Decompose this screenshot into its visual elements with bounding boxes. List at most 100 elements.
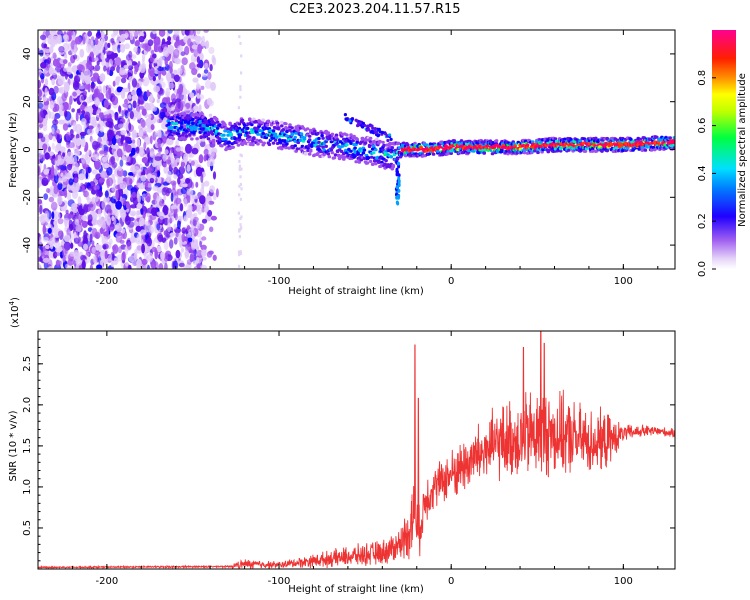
- heatmap-cell: [76, 64, 84, 71]
- heatmap-cell: [212, 56, 217, 66]
- heatmap-cell: [238, 184, 241, 188]
- heatmap-cell: [174, 119, 179, 123]
- heatmap-cell: [629, 137, 633, 141]
- heatmap-cell: [207, 156, 215, 167]
- heatmap-cell: [193, 216, 199, 222]
- heatmap-cell: [191, 241, 196, 248]
- heatmap-cell: [169, 232, 176, 237]
- heatmap-cell: [238, 164, 241, 168]
- heatmap-cell: [194, 239, 199, 249]
- heatmap-cell: [195, 166, 203, 177]
- heatmap-cell: [78, 173, 85, 181]
- heatmap-cell: [83, 204, 89, 214]
- heatmap-cell: [137, 98, 141, 107]
- heatmap-cell: [299, 132, 304, 136]
- y-tick-label: 40: [22, 48, 33, 61]
- heatmap-cell: [40, 108, 46, 119]
- heatmap-cell: [183, 198, 188, 208]
- heatmap-cell: [81, 260, 86, 269]
- heatmap-cell: [365, 161, 370, 165]
- heatmap-cell: [152, 76, 156, 82]
- heatmap-cell: [209, 64, 213, 72]
- heatmap-cell: [59, 104, 64, 110]
- heatmap-cell: [113, 257, 119, 265]
- heatmap-cell: [303, 152, 308, 156]
- heatmap-cell: [66, 172, 71, 178]
- heatmap-cell: [48, 66, 53, 75]
- heatmap-cell: [173, 113, 178, 117]
- heatmap-cell: [38, 199, 43, 205]
- x-tick-label: 100: [614, 576, 633, 587]
- x-tick-label: -200: [96, 276, 119, 287]
- heatmap-cell: [163, 240, 169, 251]
- heatmap-cell: [255, 138, 259, 142]
- heatmap-cell: [86, 43, 91, 54]
- heatmap-cell: [307, 152, 312, 156]
- heatmap-cell: [63, 67, 68, 72]
- heatmap-cell: [164, 262, 168, 269]
- heatmap-cell: [65, 263, 69, 269]
- heatmap-cell: [100, 249, 106, 260]
- heatmap-cell: [78, 205, 83, 214]
- heatmap-cell: [85, 111, 91, 121]
- heatmap-cell: [361, 121, 365, 125]
- heatmap-cell: [42, 143, 48, 151]
- heatmap-cell: [170, 180, 177, 186]
- heatmap-cell: [149, 70, 155, 78]
- heatmap-cell: [168, 126, 172, 130]
- heatmap-cell: [184, 30, 190, 36]
- heatmap-cell: [91, 217, 98, 226]
- heatmap-cell: [245, 126, 250, 130]
- heatmap-cell: [39, 123, 44, 129]
- heatmap-cell: [349, 133, 353, 137]
- heatmap-cell: [307, 134, 312, 138]
- heatmap-cell: [198, 204, 202, 209]
- heatmap-cell: [383, 162, 387, 166]
- y-tick-label: 2.5: [22, 356, 33, 372]
- heatmap-cell: [163, 166, 169, 174]
- x-tick-label: -200: [96, 576, 119, 587]
- heatmap-cell: [121, 228, 126, 234]
- heatmap-cell: [239, 182, 242, 186]
- heatmap-cell: [356, 124, 360, 128]
- heatmap-cell: [256, 132, 260, 136]
- heatmap-cell: [290, 126, 294, 130]
- heatmap-cell: [271, 141, 276, 145]
- heatmap-cell: [43, 43, 48, 49]
- heatmap-cell: [198, 154, 204, 164]
- heatmap-cell: [63, 218, 70, 223]
- heatmap-cell: [80, 71, 84, 80]
- heatmap-cell: [44, 152, 50, 160]
- heatmap-cell: [87, 214, 93, 223]
- heatmap-cell: [256, 142, 260, 146]
- heatmap-cell: [362, 156, 367, 161]
- heatmap-cell: [142, 43, 149, 51]
- heatmap-cell: [119, 212, 127, 218]
- heatmap-cell: [115, 76, 120, 86]
- heatmap-cell: [288, 123, 292, 127]
- heatmap-cell: [173, 48, 180, 59]
- heatmap-cell: [66, 192, 72, 201]
- heatmap-cell: [136, 259, 142, 268]
- heatmap-cell: [83, 190, 89, 198]
- heatmap-cell: [156, 245, 162, 253]
- heatmap-cell: [195, 82, 200, 91]
- heatmap-cell: [397, 183, 401, 188]
- heatmap-cell: [197, 257, 202, 264]
- heatmap-cell: [157, 138, 161, 149]
- heatmap-cell: [73, 237, 80, 244]
- heatmap-cell: [117, 179, 123, 185]
- heatmap-cell: [222, 133, 226, 137]
- heatmap-cell: [155, 198, 160, 207]
- heatmap-cell: [75, 182, 80, 192]
- heatmap-cell: [181, 233, 186, 243]
- heatmap-cell: [94, 37, 99, 46]
- heatmap-cell: [207, 100, 214, 107]
- heatmap-cell: [431, 152, 436, 156]
- heatmap-cell: [38, 179, 41, 189]
- heatmap-cell: [209, 226, 214, 233]
- heatmap-cell: [146, 237, 152, 247]
- heatmap-cell: [240, 215, 243, 219]
- heatmap-cell: [74, 75, 81, 84]
- heatmap-cell: [55, 128, 61, 135]
